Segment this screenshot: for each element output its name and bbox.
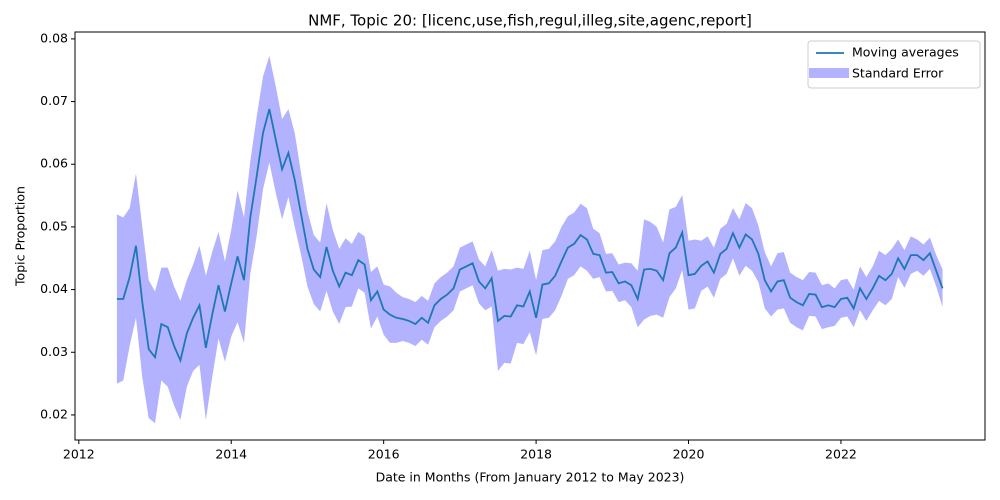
y-tick-label: 0.04 [40, 281, 68, 296]
x-tick-label: 2018 [520, 447, 552, 462]
x-tick-label: 2014 [215, 447, 247, 462]
y-tick-label: 0.08 [40, 30, 68, 45]
chart-title: NMF, Topic 20: [licenc,use,fish,regul,il… [308, 12, 752, 30]
x-axis-label: Date in Months (From January 2012 to May… [376, 470, 685, 485]
legend-box [807, 40, 981, 89]
line [116, 108, 944, 364]
x-tick-label: 2016 [368, 447, 400, 462]
y-tick-label: 0.06 [40, 156, 68, 171]
x-tick-label: 2020 [673, 447, 705, 462]
y-tick-label: 0.02 [40, 406, 68, 421]
plot-frame [74, 31, 986, 441]
legend-patch [809, 68, 849, 78]
x-tick-label: 2012 [63, 447, 95, 462]
legend-label: Standard Error [852, 66, 944, 81]
y-tick-label: 0.05 [40, 218, 68, 233]
y-tick-label: 0.03 [40, 344, 68, 359]
x-tick-label: 2022 [825, 447, 857, 462]
error-band [116, 55, 943, 424]
legend-label: Moving averages [852, 45, 959, 60]
y-tick-label: 0.07 [40, 93, 68, 108]
y-axis-label: Topic Proportion [13, 186, 28, 287]
